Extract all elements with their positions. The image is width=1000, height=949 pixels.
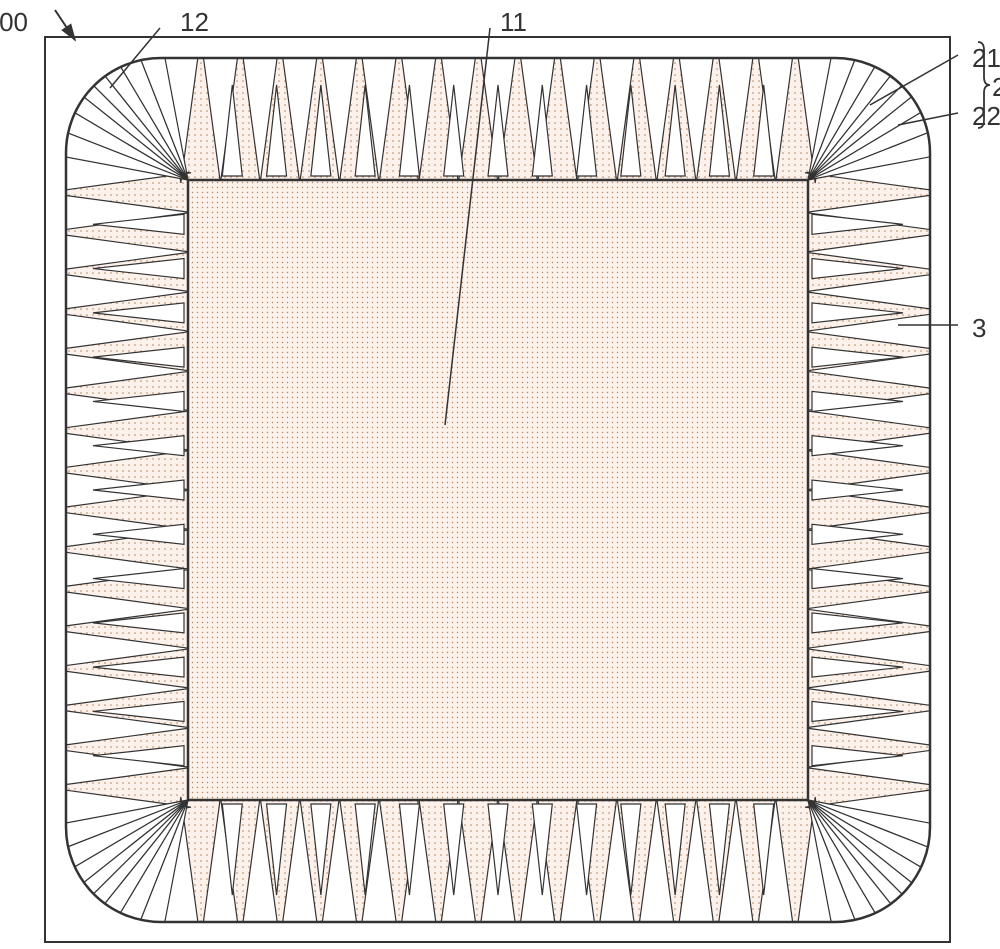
- label-11: 11: [500, 7, 527, 37]
- label-21: 21: [972, 43, 1000, 73]
- patent-figure: 100 12 11 21 22 2 3: [0, 0, 1000, 949]
- label-2: 2: [992, 72, 1000, 102]
- label-100: 100: [0, 7, 28, 37]
- label-22: 22: [972, 101, 1000, 131]
- label-12: 12: [180, 7, 209, 37]
- leader-arrow-100: [55, 10, 75, 40]
- label-3: 3: [972, 313, 986, 343]
- inner-square-fill: [188, 180, 808, 800]
